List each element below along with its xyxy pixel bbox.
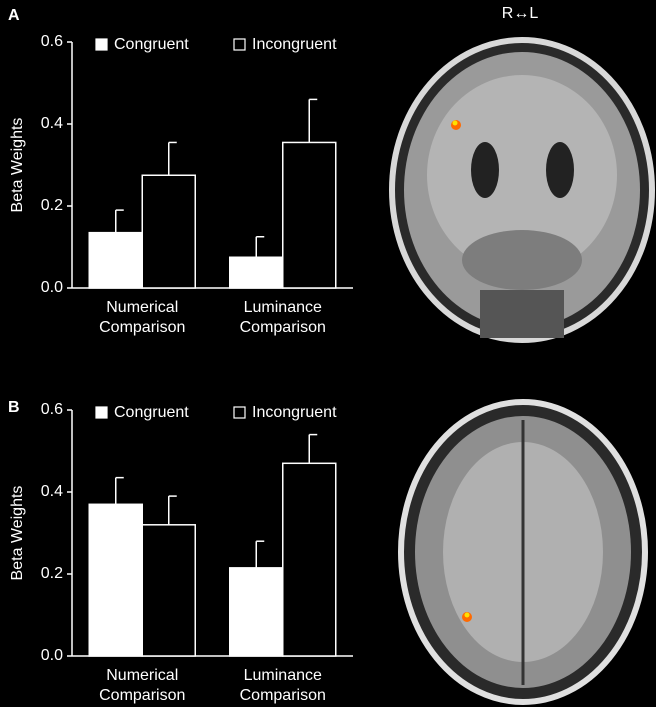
figure: AR↔LBeta Weights0.00.20.40.6NumericalCom… <box>0 0 656 707</box>
y-tick-label: 0.4 <box>41 483 63 500</box>
bar <box>230 257 283 288</box>
y-tick-label: 0.0 <box>41 647 63 664</box>
bar <box>230 568 283 656</box>
y-axis-label: Beta Weights <box>9 486 26 581</box>
y-tick-label: 0.2 <box>41 197 63 214</box>
panel-label: B <box>8 399 20 416</box>
axial-brain-image <box>401 402 645 702</box>
y-tick-label: 0.6 <box>41 33 63 50</box>
y-tick-label: 0.2 <box>41 565 63 582</box>
bar <box>283 463 336 656</box>
legend-swatch <box>96 407 107 418</box>
y-tick-label: 0.0 <box>41 279 63 296</box>
coronal-brain-image <box>392 40 652 340</box>
legend-label: Congruent <box>114 36 189 53</box>
legend-label: Incongruent <box>252 404 337 421</box>
bar <box>89 504 142 656</box>
y-tick-label: 0.6 <box>41 401 63 418</box>
legend-swatch <box>234 39 245 50</box>
legend-label: Incongruent <box>252 36 337 53</box>
bar <box>142 525 195 656</box>
legend-swatch <box>234 407 245 418</box>
y-tick-label: 0.4 <box>41 115 63 132</box>
y-axis-label: Beta Weights <box>9 118 26 213</box>
bar <box>142 175 195 288</box>
legend-label: Congruent <box>114 404 189 421</box>
legend-swatch <box>96 39 107 50</box>
bar <box>283 142 336 288</box>
panel-label: A <box>8 7 20 24</box>
orientation-label: R↔L <box>502 5 539 22</box>
bar <box>89 233 142 288</box>
